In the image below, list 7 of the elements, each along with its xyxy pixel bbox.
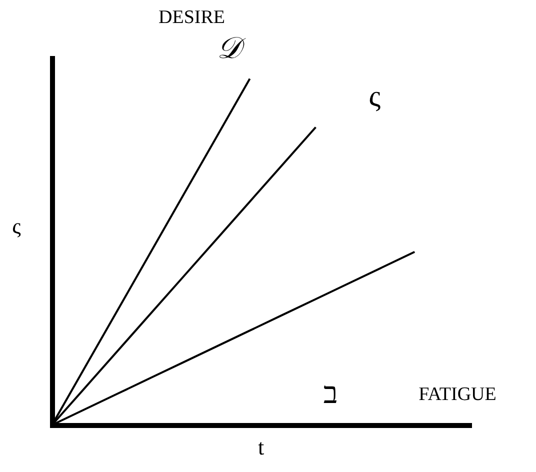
y-axis-title: ς (12, 214, 22, 238)
x-axis-title: t (258, 434, 264, 460)
text: ב (323, 376, 338, 410)
annotation: FATIGUE (418, 384, 496, 405)
text: DESIRE (158, 6, 226, 28)
series-label: 𝒟 (216, 32, 246, 65)
series-label: ς (368, 80, 381, 114)
